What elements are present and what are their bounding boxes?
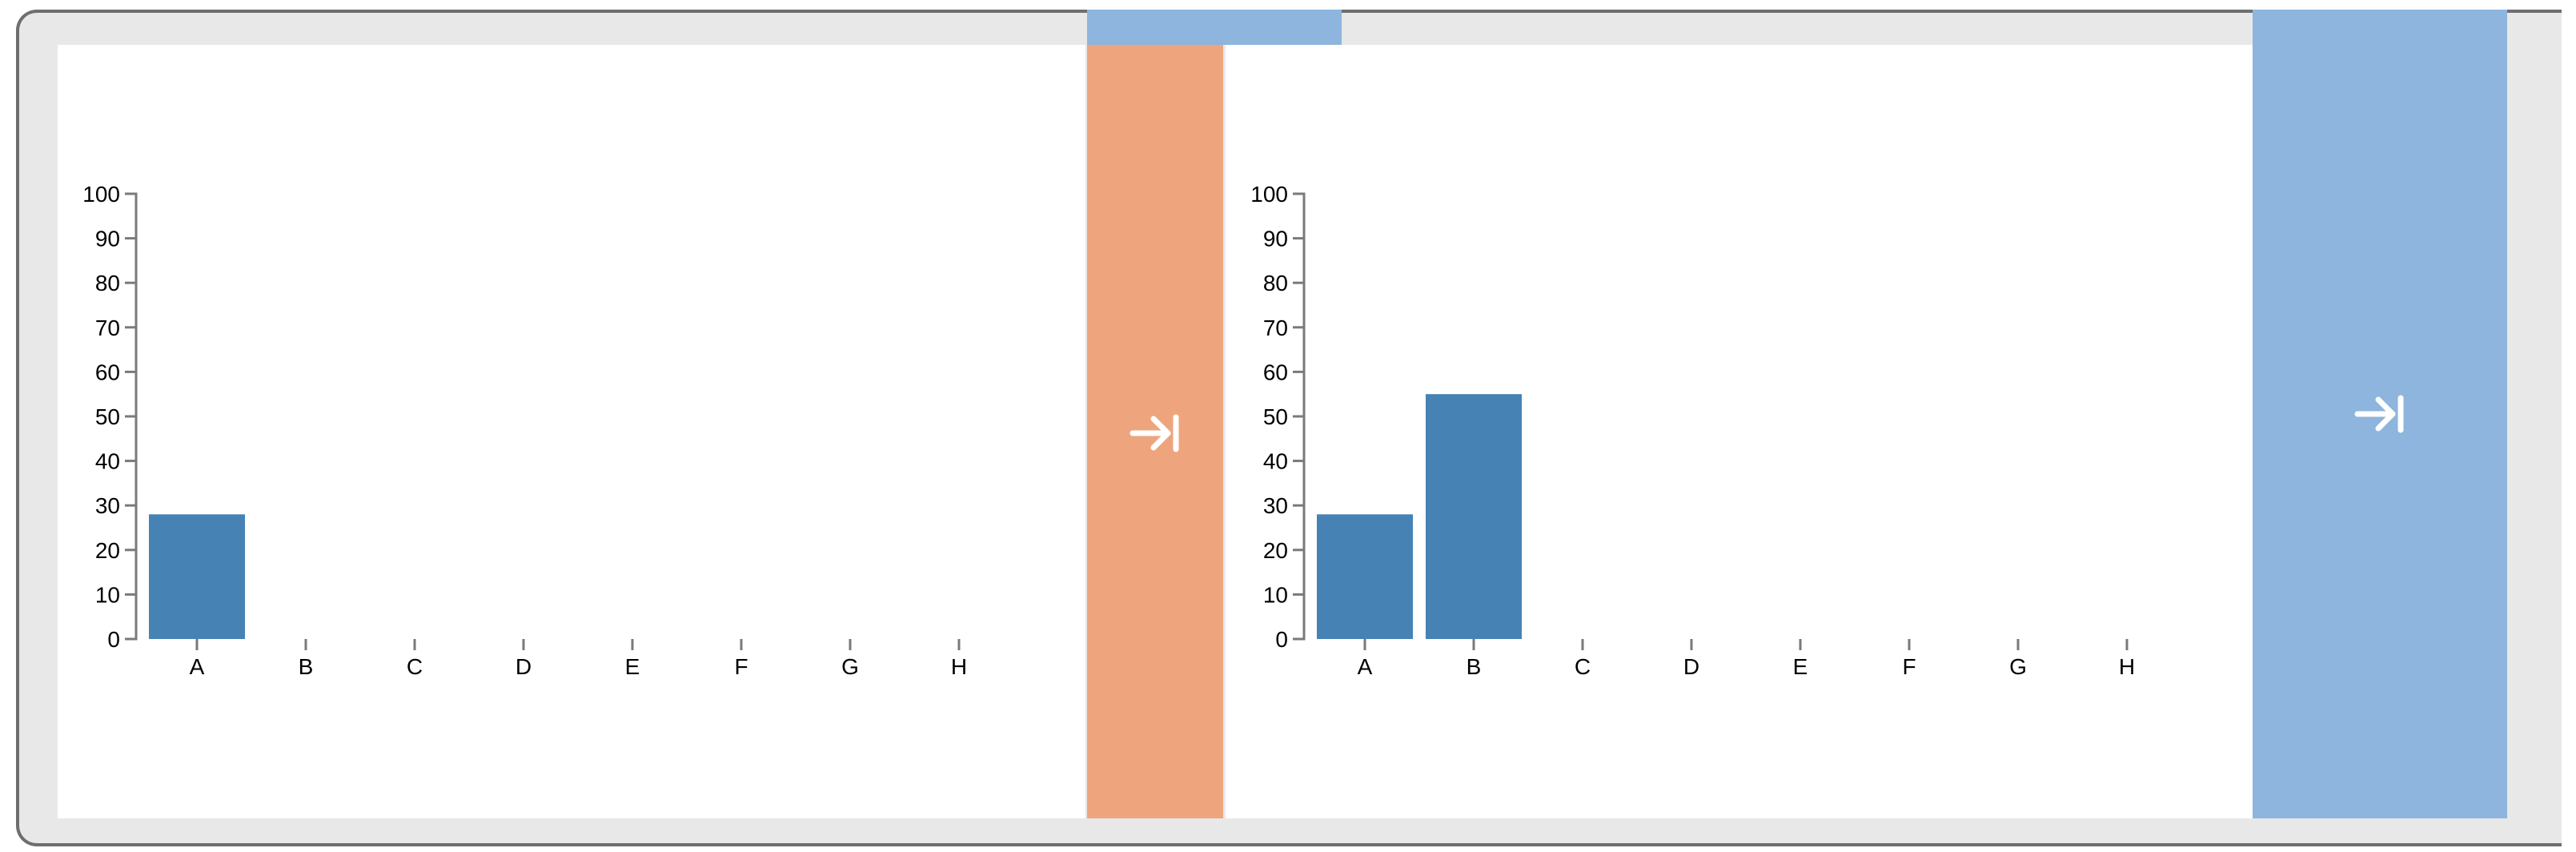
- x-tick-label: A: [190, 654, 205, 679]
- next-step-button-2[interactable]: [2253, 10, 2507, 818]
- y-tick-label: 10: [95, 582, 120, 607]
- y-tick-label: 20: [1263, 538, 1288, 563]
- bar-a: [149, 514, 245, 639]
- y-tick-label: 80: [1263, 271, 1288, 295]
- y-tick-label: 70: [1263, 315, 1288, 340]
- bar-chart-1: 0 10 20 30 40 50 60 70 80 90 100 A B C D E F G H: [82, 182, 967, 679]
- x-tick-label: B: [1467, 654, 1482, 679]
- y-tick-label: 0: [107, 627, 120, 652]
- next-step-button-1[interactable]: [1087, 45, 1223, 818]
- y-tick-label: 90: [1263, 227, 1288, 251]
- x-tick-label: D: [1683, 654, 1699, 679]
- bar-a: [1317, 514, 1413, 639]
- y-tick-label: 60: [95, 360, 120, 384]
- y-tick-label: 30: [1263, 493, 1288, 518]
- y-tick-label: 70: [95, 315, 120, 340]
- y-tick-label: 100: [1250, 182, 1288, 207]
- x-tick-label: E: [625, 654, 640, 679]
- x-tick-label: B: [299, 654, 314, 679]
- arrow-right-to-bar-icon: [1130, 414, 1179, 452]
- chart-panel-1: 0 10 20 30 40 50 60 70 80 90 100 A B C D E F G H: [58, 45, 1085, 818]
- y-tick-label: 40: [1263, 449, 1288, 474]
- x-tick-label: D: [516, 654, 532, 679]
- x-tick-label: H: [951, 654, 967, 679]
- x-tick-label: G: [2009, 654, 2027, 679]
- x-tick-label: C: [407, 654, 423, 679]
- y-tick-label: 60: [1263, 360, 1288, 384]
- y-tick-label: 30: [95, 493, 120, 518]
- y-tick-label: 90: [95, 227, 120, 251]
- arrow-right-to-bar-icon: [2354, 395, 2404, 433]
- bar-chart-2: 0 10 20 30 40 50 60 70 80 90 100 A B C D E F G H: [1250, 182, 2135, 679]
- y-tick-label: 20: [95, 538, 120, 563]
- x-tick-label: F: [734, 654, 748, 679]
- x-tick-label: C: [1575, 654, 1591, 679]
- y-tick-label: 10: [1263, 582, 1288, 607]
- y-tick-label: 0: [1275, 627, 1288, 652]
- y-tick-label: 40: [95, 449, 120, 474]
- y-tick-label: 100: [82, 182, 120, 207]
- x-tick-label: E: [1793, 654, 1808, 679]
- x-tick-label: G: [841, 654, 859, 679]
- y-tick-label: 80: [95, 271, 120, 295]
- x-tick-label: A: [1358, 654, 1373, 679]
- x-tick-label: H: [2119, 654, 2135, 679]
- chart-panel-2: 0 10 20 30 40 50 60 70 80 90 100 A B C D E F G H: [1226, 45, 2253, 818]
- bar-b: [1426, 394, 1522, 639]
- top-tab-indicator[interactable]: [1087, 10, 1342, 45]
- x-tick-label: F: [1902, 654, 1916, 679]
- y-tick-label: 50: [1263, 404, 1288, 429]
- y-tick-label: 50: [95, 404, 120, 429]
